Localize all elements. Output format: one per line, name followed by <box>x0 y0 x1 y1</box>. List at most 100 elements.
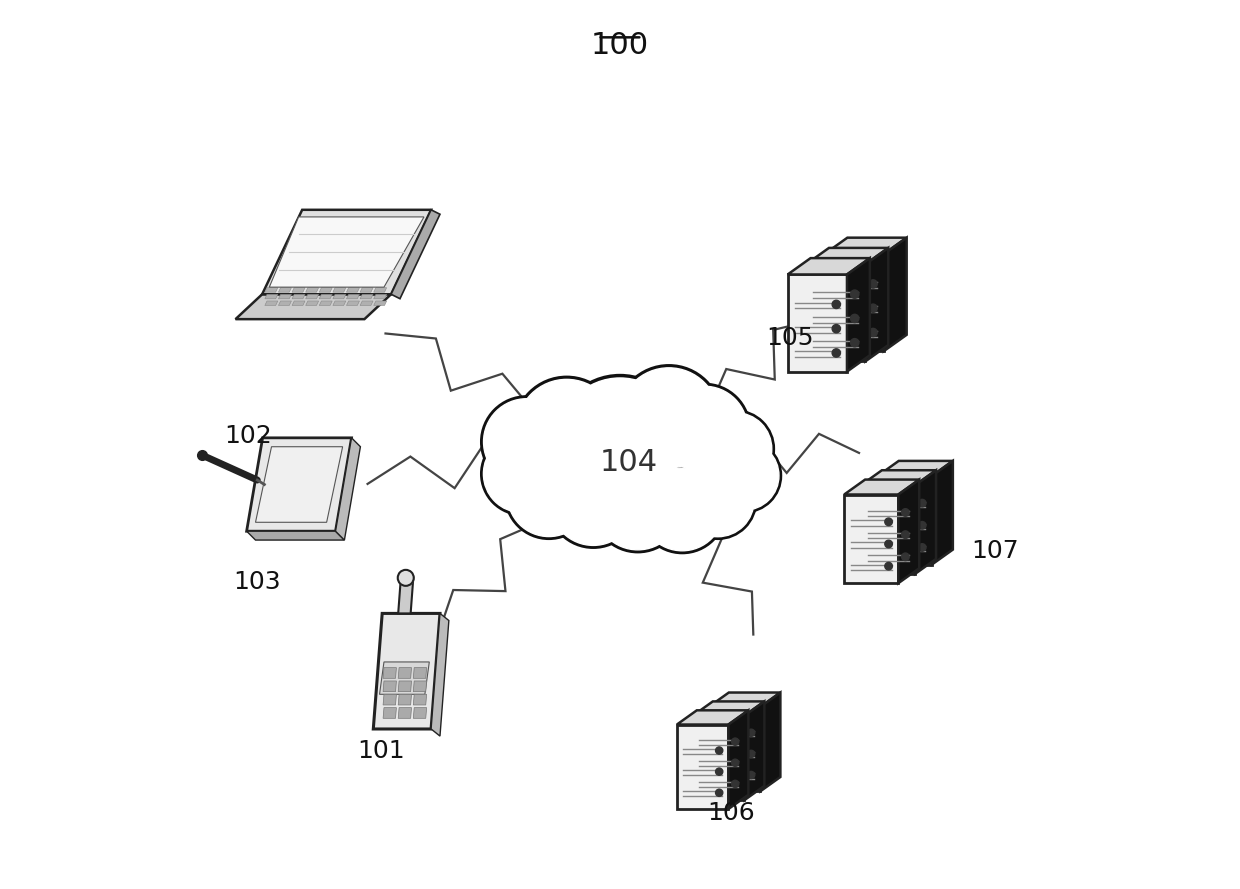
Polygon shape <box>825 237 906 254</box>
Polygon shape <box>279 288 291 292</box>
Polygon shape <box>391 210 440 299</box>
Polygon shape <box>825 254 884 351</box>
Polygon shape <box>413 668 427 678</box>
Polygon shape <box>915 470 936 574</box>
Circle shape <box>507 453 590 537</box>
Circle shape <box>919 500 926 507</box>
Circle shape <box>699 412 771 485</box>
Circle shape <box>515 378 619 481</box>
Polygon shape <box>398 694 412 705</box>
Polygon shape <box>247 437 351 531</box>
Text: 104: 104 <box>600 448 658 477</box>
Polygon shape <box>709 693 780 707</box>
Circle shape <box>732 738 739 745</box>
Polygon shape <box>379 662 429 694</box>
Polygon shape <box>279 294 291 299</box>
Polygon shape <box>346 288 360 292</box>
Polygon shape <box>306 294 319 299</box>
Polygon shape <box>360 294 373 299</box>
Polygon shape <box>383 668 397 678</box>
Circle shape <box>885 563 893 570</box>
Circle shape <box>748 729 755 736</box>
Polygon shape <box>265 301 278 306</box>
Polygon shape <box>346 301 360 306</box>
Polygon shape <box>279 301 291 306</box>
Polygon shape <box>332 288 346 292</box>
Circle shape <box>851 290 859 299</box>
Circle shape <box>748 772 755 779</box>
Polygon shape <box>861 485 915 574</box>
Polygon shape <box>360 301 373 306</box>
Circle shape <box>709 440 780 511</box>
Polygon shape <box>236 294 391 319</box>
Polygon shape <box>787 275 847 372</box>
Polygon shape <box>677 725 728 809</box>
Polygon shape <box>787 258 870 275</box>
Circle shape <box>715 789 723 797</box>
Polygon shape <box>306 301 319 306</box>
Polygon shape <box>383 681 397 692</box>
Polygon shape <box>760 693 780 791</box>
Polygon shape <box>693 701 764 716</box>
Polygon shape <box>709 707 760 791</box>
Circle shape <box>851 315 859 323</box>
Circle shape <box>551 459 636 545</box>
Circle shape <box>885 518 893 525</box>
Polygon shape <box>398 708 412 718</box>
Text: 105: 105 <box>766 326 815 349</box>
Circle shape <box>618 366 720 469</box>
Polygon shape <box>346 294 360 299</box>
Polygon shape <box>269 217 424 287</box>
Circle shape <box>851 339 859 347</box>
Polygon shape <box>693 716 744 800</box>
Polygon shape <box>806 264 866 361</box>
Circle shape <box>558 378 682 502</box>
Circle shape <box>619 368 719 468</box>
Polygon shape <box>383 708 397 718</box>
Polygon shape <box>247 531 345 541</box>
Circle shape <box>901 509 909 517</box>
Circle shape <box>711 441 779 510</box>
Polygon shape <box>255 446 342 522</box>
Circle shape <box>641 468 724 551</box>
Polygon shape <box>265 288 278 292</box>
Polygon shape <box>319 301 332 306</box>
Polygon shape <box>262 210 432 294</box>
Circle shape <box>832 300 841 308</box>
Polygon shape <box>373 613 440 729</box>
Polygon shape <box>932 461 952 565</box>
Circle shape <box>482 397 572 486</box>
Text: 102: 102 <box>224 424 272 447</box>
Circle shape <box>732 781 739 788</box>
Polygon shape <box>398 668 412 678</box>
Circle shape <box>919 522 926 529</box>
Text: 101: 101 <box>358 740 405 763</box>
Circle shape <box>715 768 723 775</box>
Circle shape <box>506 453 591 538</box>
Circle shape <box>901 531 909 539</box>
Text: 106: 106 <box>707 802 755 825</box>
Circle shape <box>732 759 739 766</box>
Circle shape <box>919 544 926 551</box>
Polygon shape <box>413 681 427 692</box>
Polygon shape <box>398 681 412 692</box>
Circle shape <box>698 412 773 486</box>
Polygon shape <box>861 470 936 485</box>
Polygon shape <box>844 479 919 494</box>
Polygon shape <box>806 248 888 264</box>
Circle shape <box>595 464 681 549</box>
Polygon shape <box>432 613 449 736</box>
Circle shape <box>398 570 414 586</box>
Polygon shape <box>878 461 952 476</box>
Polygon shape <box>306 288 319 292</box>
Polygon shape <box>360 288 373 292</box>
Polygon shape <box>677 710 749 725</box>
Polygon shape <box>413 708 427 718</box>
Polygon shape <box>293 294 305 299</box>
Polygon shape <box>336 437 361 541</box>
Polygon shape <box>398 578 413 613</box>
Circle shape <box>869 280 877 288</box>
Polygon shape <box>319 288 332 292</box>
Circle shape <box>556 376 684 504</box>
Polygon shape <box>265 294 278 299</box>
